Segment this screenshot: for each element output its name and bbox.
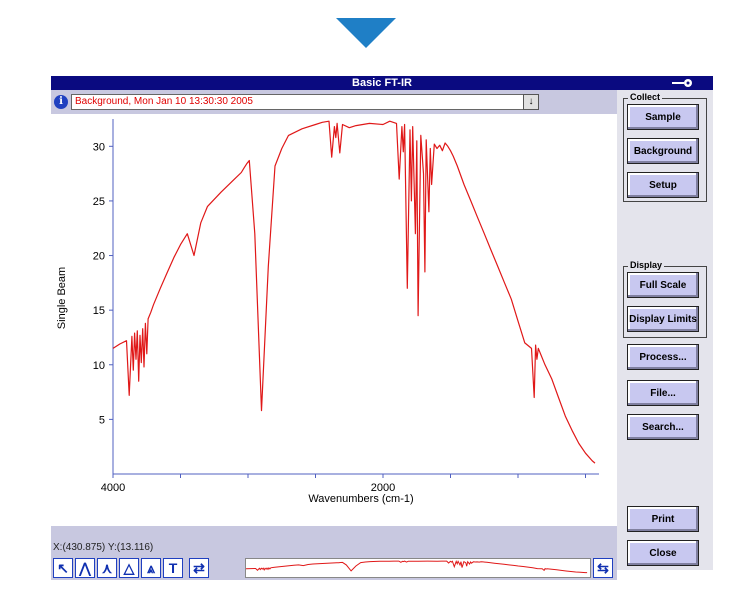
search-button[interactable]: Search...	[627, 414, 699, 440]
x-tick-label: 4000	[101, 482, 125, 494]
status-text: Background, Mon Jan 10 13:30:30 2005	[75, 96, 253, 107]
expand-tool-icon[interactable]: ⇄	[189, 558, 209, 578]
control-panel: Collect Sample Background Setup Display …	[617, 90, 713, 570]
display-limits-button[interactable]: Display Limits	[627, 306, 699, 332]
collect-label: Collect	[628, 92, 663, 102]
y-tick-label: 15	[93, 305, 105, 317]
process-button[interactable]: Process...	[627, 344, 699, 370]
window-titlebar: Basic FT-IR	[51, 76, 713, 90]
down-arrow-icon	[336, 18, 396, 48]
x-tick-label: 2000	[371, 482, 395, 494]
key-icon[interactable]	[671, 78, 695, 88]
plot-area[interactable]: 30 25 20 15 10 5 4000 2000 Wavenumbers (cm-1) …	[51, 114, 617, 526]
swap-tool-icon[interactable]: ⇆	[593, 558, 613, 578]
display-label: Display	[628, 260, 665, 270]
info-icon[interactable]: i	[54, 95, 68, 109]
y-tick-label: 25	[93, 196, 105, 208]
y-tick-label: 20	[93, 251, 105, 263]
y-tick-label: 30	[93, 141, 105, 153]
toolbar: ↖ ⋀ ⋏ △ ⩓ T ⇄ ⇆	[51, 556, 617, 580]
background-button[interactable]: Background	[627, 138, 699, 164]
star-peak-tool-icon[interactable]: ⋏	[97, 558, 117, 578]
spectrum-pane: i Background, Mon Jan 10 13:30:30 2005 ↓…	[51, 90, 617, 580]
pointer-tool-icon[interactable]: ↖	[53, 558, 73, 578]
ftir-window: Basic FT-IR i Background, Mon Jan 10 13:…	[51, 76, 713, 580]
setup-button[interactable]: Setup	[627, 172, 699, 198]
series-line	[112, 120, 596, 464]
y-tick-label: 10	[93, 360, 105, 372]
close-button[interactable]: Close	[627, 540, 699, 566]
peak-tool-icon[interactable]: ⋀	[75, 558, 95, 578]
file-button[interactable]: File...	[627, 380, 699, 406]
overview-spectrum[interactable]	[245, 558, 591, 578]
x-axis-label: Wavenumbers (cm-1)	[308, 493, 413, 505]
window-title: Basic FT-IR	[352, 77, 412, 89]
full-scale-button[interactable]: Full Scale	[627, 272, 699, 298]
overview-line	[245, 560, 588, 574]
y-axis-label: Single Beam	[56, 267, 68, 329]
area-tool-icon[interactable]: △	[119, 558, 139, 578]
sample-button[interactable]: Sample	[627, 104, 699, 130]
print-button[interactable]: Print	[627, 506, 699, 532]
multi-peak-tool-icon[interactable]: ⩓	[141, 558, 161, 578]
text-tool-icon[interactable]: T	[163, 558, 183, 578]
cursor-readout: X:(430.875) Y:(13.116)	[53, 542, 154, 553]
download-icon[interactable]: ↓	[523, 94, 539, 110]
y-tick-label: 5	[99, 414, 105, 426]
